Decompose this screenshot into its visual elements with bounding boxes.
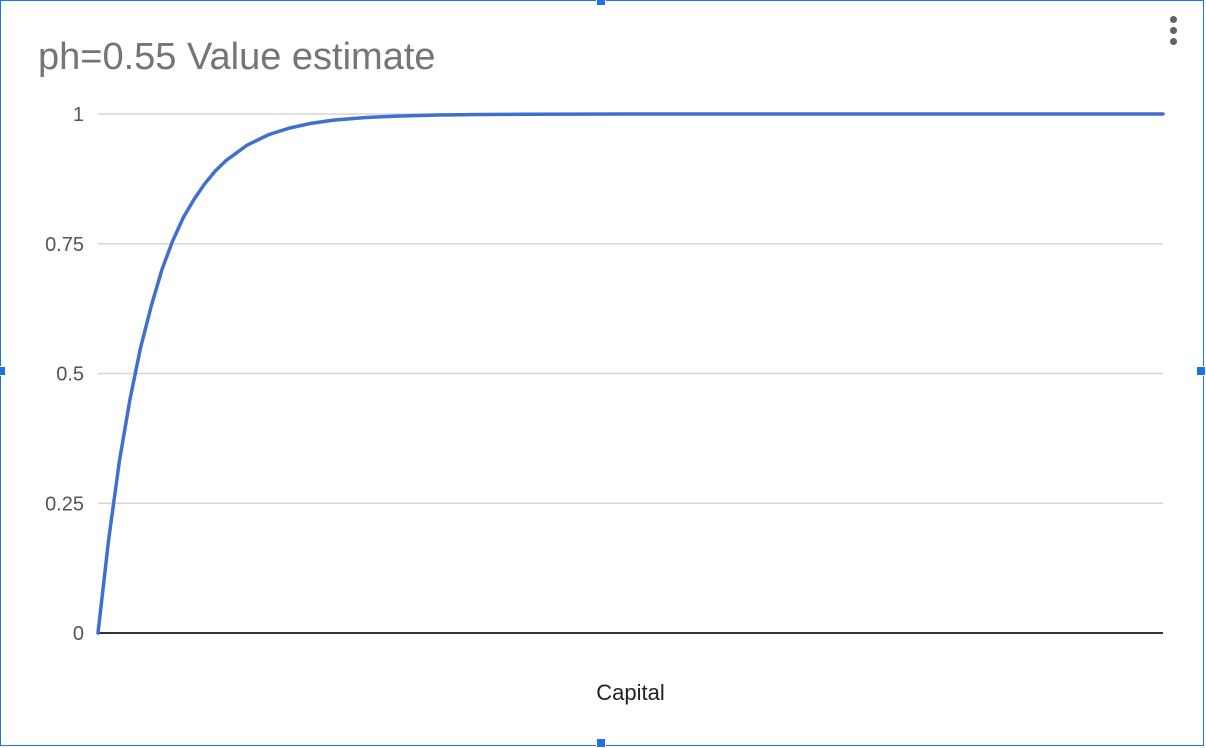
y-tick-label: 0.75 [45,234,84,256]
series-line [96,112,1165,635]
menu-dot [1169,38,1177,45]
more-vert-icon[interactable] [1163,16,1183,52]
resize-handle-right[interactable] [1196,366,1206,376]
y-tick-label: 0 [73,623,84,645]
resize-handle-top[interactable] [596,0,606,6]
resize-handle-left[interactable] [0,366,6,376]
chart-title: ph=0.55 Value estimate [38,36,436,78]
menu-dot [1169,16,1177,23]
y-tick-label: 0.25 [45,493,84,515]
resize-handle-bottom[interactable] [596,738,606,748]
y-tick-label: 0.5 [56,364,84,386]
menu-dot [1169,27,1177,34]
x-axis-label: Capital [596,680,664,705]
y-tick-label: 1 [73,104,84,126]
